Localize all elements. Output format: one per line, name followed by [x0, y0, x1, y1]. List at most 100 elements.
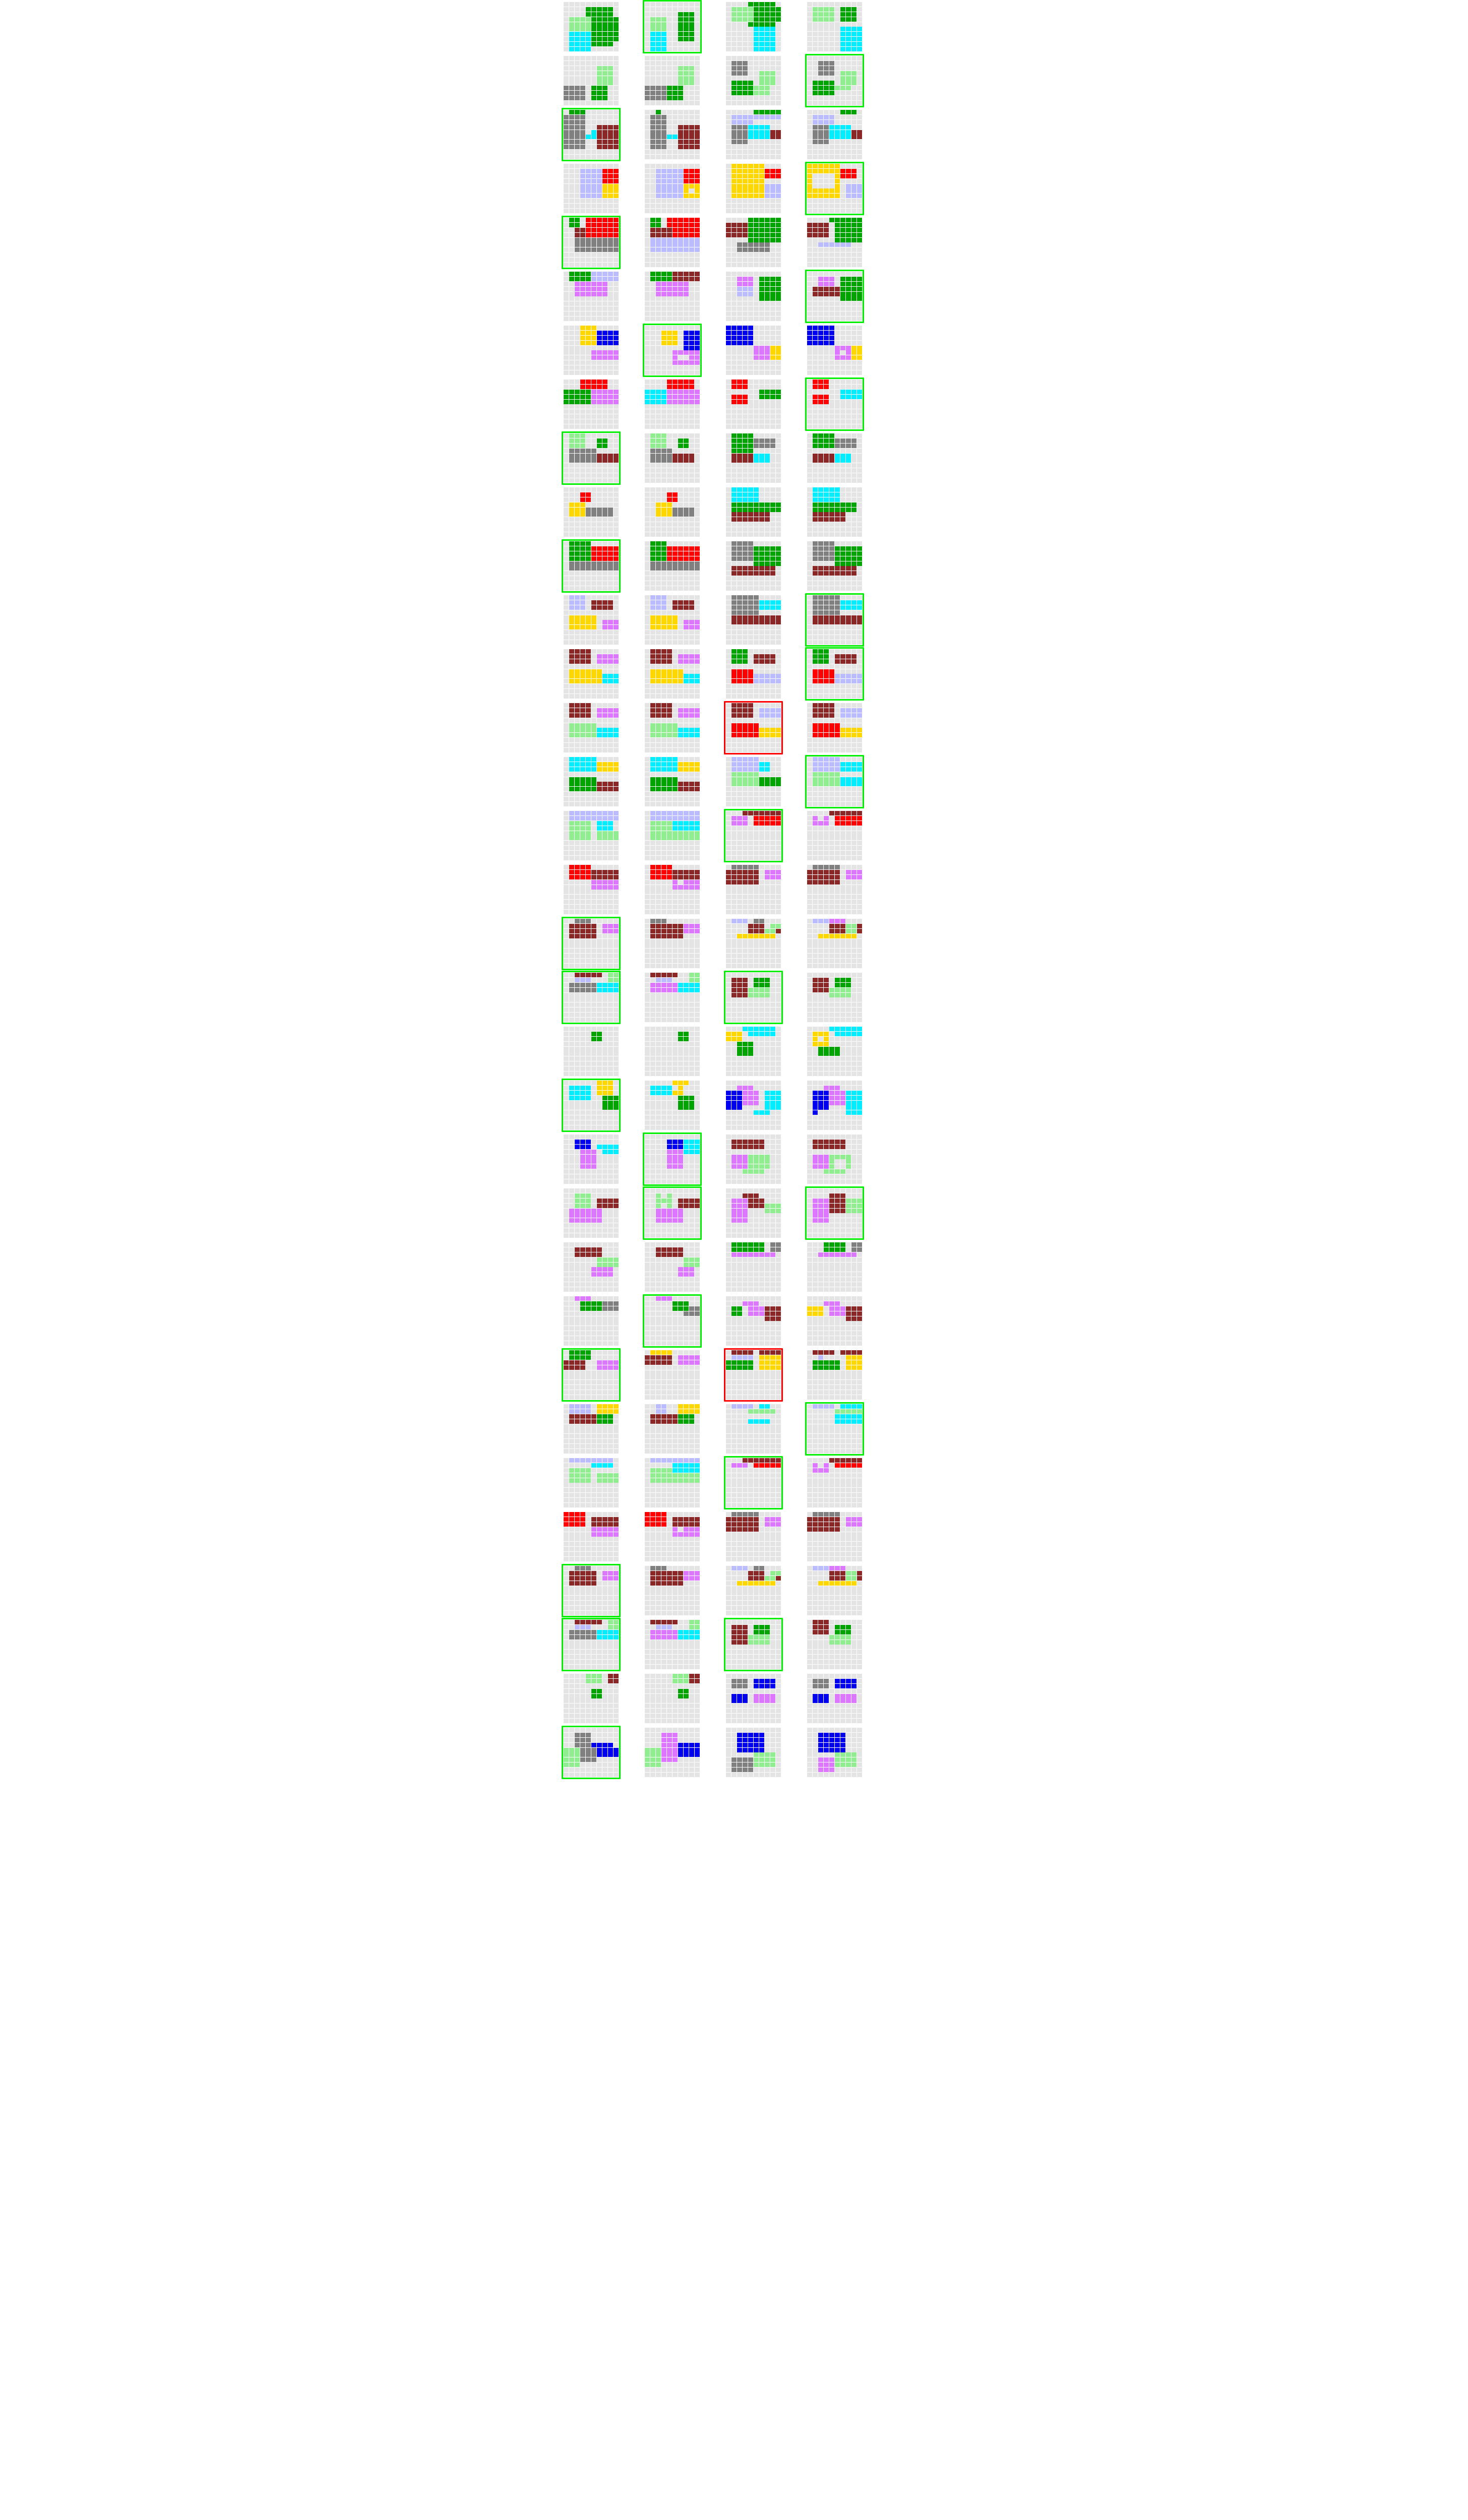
grid-cell: [742, 194, 748, 199]
grid-cell: [672, 110, 678, 114]
puzzle-tile[interactable]: [550, 539, 632, 593]
puzzle-tile[interactable]: [632, 431, 713, 485]
grid-cell: [813, 399, 818, 404]
grid-cell: [602, 620, 607, 625]
puzzle-tile[interactable]: [713, 431, 794, 485]
grid-cell: [613, 272, 619, 276]
puzzle-tile[interactable]: [713, 54, 794, 108]
puzzle-tile[interactable]: [550, 0, 632, 54]
puzzle-tile[interactable]: [794, 377, 875, 431]
puzzle-tile[interactable]: [632, 216, 713, 270]
puzzle-tile[interactable]: [550, 647, 632, 701]
grid-cell: [737, 110, 743, 114]
puzzle-tile[interactable]: [550, 593, 632, 647]
grid-cell: [813, 56, 818, 60]
grid-cell: [823, 350, 829, 355]
puzzle-tile[interactable]: [632, 54, 713, 108]
grid-cell: [580, 32, 586, 37]
grid-cell: [753, 124, 759, 130]
grid-cell: [655, 532, 661, 537]
cell-grid: [564, 272, 619, 322]
grid-cell: [748, 237, 754, 242]
grid-cell: [845, 370, 851, 375]
puzzle-tile[interactable]: [550, 377, 632, 431]
grid-cell: [742, 242, 748, 247]
puzzle-tile[interactable]: [713, 539, 794, 593]
puzzle-tile[interactable]: [550, 485, 632, 539]
puzzle-tile[interactable]: [550, 270, 632, 324]
grid-cell: [742, 360, 748, 365]
grid-cell: [607, 502, 613, 507]
grid-cell: [748, 576, 754, 581]
puzzle-tile[interactable]: [713, 377, 794, 431]
grid-cell: [845, 32, 851, 37]
grid-cell: [818, 42, 824, 47]
grid-cell: [602, 527, 607, 532]
grid-cell: [666, 370, 672, 375]
puzzle-tile[interactable]: [794, 216, 875, 270]
grid-cell: [645, 586, 650, 591]
grid-cell: [807, 399, 813, 404]
puzzle-tile[interactable]: [632, 377, 713, 431]
grid-cell: [823, 76, 829, 81]
grid-cell: [807, 150, 813, 155]
grid-cell: [753, 173, 759, 178]
puzzle-tile[interactable]: [794, 324, 875, 377]
puzzle-tile[interactable]: [794, 270, 875, 324]
grid-cell: [569, 22, 575, 27]
grid-cell: [759, 27, 765, 32]
puzzle-tile[interactable]: [713, 270, 794, 324]
grid-cell: [753, 281, 759, 286]
puzzle-tile[interactable]: [713, 324, 794, 377]
grid-cell: [857, 527, 862, 532]
grid-cell: [645, 101, 650, 106]
puzzle-tile[interactable]: [632, 108, 713, 162]
puzzle-tile[interactable]: [713, 216, 794, 270]
grid-cell: [661, 27, 667, 32]
grid-cell: [602, 659, 607, 664]
puzzle-tile[interactable]: [550, 108, 632, 162]
grid-cell: [655, 281, 661, 286]
puzzle-tile[interactable]: [713, 485, 794, 539]
puzzle-tile[interactable]: [794, 593, 875, 647]
puzzle-tile[interactable]: [713, 162, 794, 216]
puzzle-tile[interactable]: [713, 108, 794, 162]
puzzle-tile[interactable]: [550, 431, 632, 485]
puzzle-tile[interactable]: [794, 108, 875, 162]
grid-cell: [775, 522, 781, 527]
puzzle-tile[interactable]: [794, 162, 875, 216]
puzzle-tile[interactable]: [794, 539, 875, 593]
puzzle-tile[interactable]: [632, 324, 713, 377]
puzzle-tile[interactable]: [550, 54, 632, 108]
puzzle-tile[interactable]: [794, 0, 875, 54]
grid-cell: [748, 306, 754, 311]
grid-cell: [840, 119, 846, 124]
puzzle-tile[interactable]: [632, 0, 713, 54]
puzzle-tile[interactable]: [794, 54, 875, 108]
grid-cell: [829, 27, 835, 32]
puzzle-tile[interactable]: [632, 270, 713, 324]
puzzle-tile[interactable]: [550, 324, 632, 377]
grid-cell: [678, 566, 684, 571]
grid-cell: [655, 365, 661, 370]
grid-cell: [829, 296, 835, 301]
puzzle-tile[interactable]: [632, 162, 713, 216]
grid-cell: [748, 209, 754, 214]
puzzle-tile[interactable]: [713, 593, 794, 647]
grid-cell: [845, 135, 851, 140]
puzzle-tile[interactable]: [794, 485, 875, 539]
puzzle-tile[interactable]: [632, 539, 713, 593]
puzzle-tile[interactable]: [632, 593, 713, 647]
puzzle-tile[interactable]: [550, 162, 632, 216]
grid-cell: [823, 291, 829, 296]
grid-cell: [689, 330, 694, 335]
puzzle-tile[interactable]: [550, 216, 632, 270]
grid-cell: [585, 389, 591, 394]
grid-cell: [655, 443, 661, 448]
grid-cell: [596, 242, 602, 247]
grid-cell: [585, 522, 591, 527]
grid-cell: [823, 301, 829, 306]
puzzle-tile[interactable]: [713, 0, 794, 54]
puzzle-tile[interactable]: [632, 485, 713, 539]
puzzle-tile[interactable]: [794, 431, 875, 485]
